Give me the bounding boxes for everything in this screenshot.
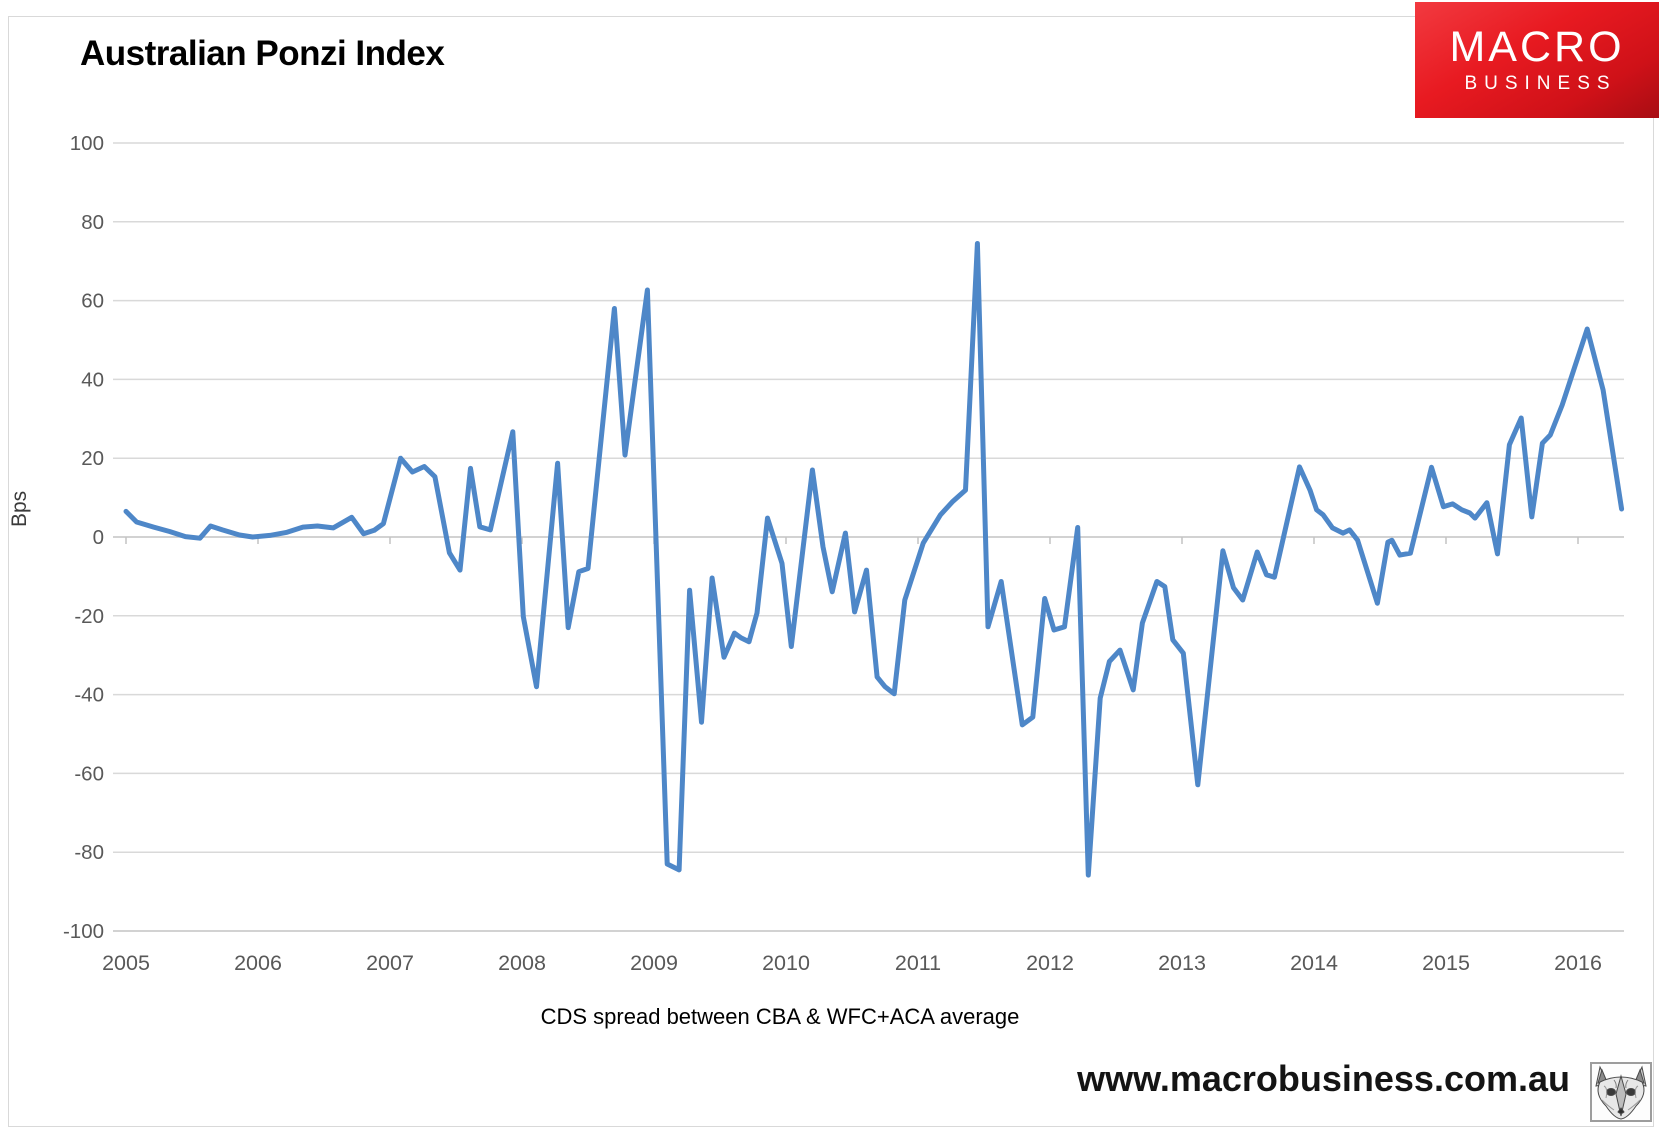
y-axis-title: Bps [8, 490, 31, 527]
y-axis-tick-label: 80 [81, 211, 104, 234]
x-axis-tick-label: 2007 [366, 951, 414, 975]
fox-sketch-icon [1595, 1065, 1647, 1120]
y-axis-tick-label: 100 [70, 132, 104, 155]
page-border [8, 16, 1654, 1127]
x-axis-tick-label: 2005 [102, 951, 150, 975]
x-axis-tick-label: 2011 [895, 951, 941, 975]
x-axis-tick-label: 2015 [1422, 951, 1470, 975]
chart-title: Australian Ponzi Index [80, 34, 445, 73]
website-url[interactable]: www.macrobusiness.com.au [1077, 1058, 1570, 1099]
logo-text-business: BUSINESS [1464, 72, 1617, 94]
logo-text-macro: MACRO [1449, 22, 1625, 71]
y-axis-tick-label: 40 [81, 368, 104, 391]
x-axis-tick-label: 2016 [1554, 951, 1602, 975]
x-axis-tick-label: 2010 [762, 951, 810, 975]
macrobusiness-logo: MACRO BUSINESS [1415, 2, 1659, 118]
x-axis-caption: CDS spread between CBA & WFC+ACA average [540, 1004, 1020, 1029]
y-axis-tick-label: 0 [93, 526, 104, 549]
x-axis-tick-label: 2006 [234, 951, 282, 975]
fox-logo [1590, 1062, 1652, 1122]
y-axis-tick-label: 60 [81, 290, 104, 313]
x-axis-tick-label: 2012 [1026, 951, 1074, 975]
series-line [123, 241, 1625, 878]
x-axis-tick-label: 2013 [1158, 951, 1206, 975]
x-axis-tick-label: 2008 [498, 951, 546, 975]
y-axis-tick-label: 20 [81, 447, 104, 470]
y-axis-tick-label: -100 [63, 920, 104, 943]
y-axis-tick-label: -60 [74, 762, 104, 785]
x-axis-tick-label: 2014 [1290, 951, 1338, 975]
y-axis-tick-label: -80 [74, 841, 104, 864]
y-axis-tick-label: -40 [74, 684, 104, 707]
y-axis-tick-label: -20 [74, 605, 104, 628]
x-axis-tick-label: 2009 [630, 951, 678, 975]
